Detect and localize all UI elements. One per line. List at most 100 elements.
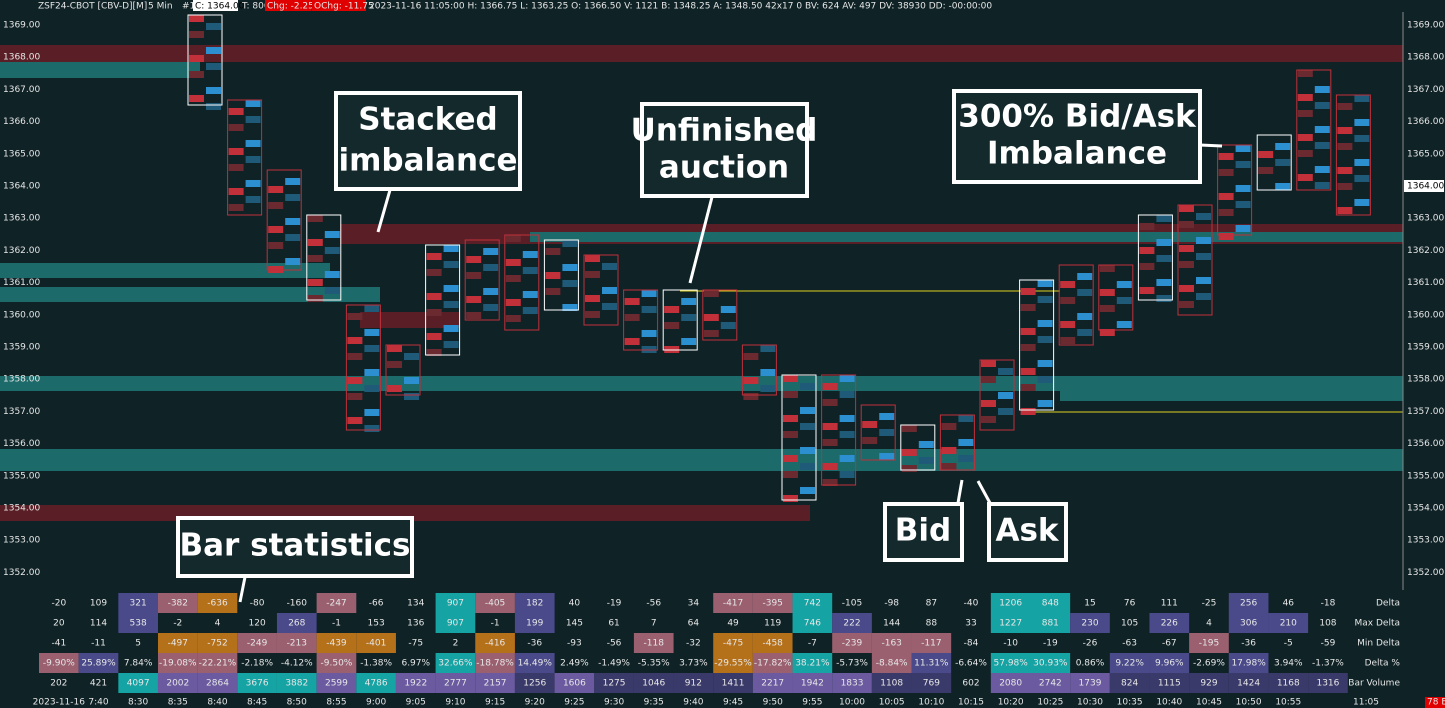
stat-cell: 1206 (999, 599, 1022, 609)
price-label: 1355.00 (3, 471, 40, 481)
stat-cell: 4097 (127, 679, 150, 689)
bid-cell (585, 271, 600, 278)
bid-cell (228, 148, 244, 155)
bid-cell (585, 255, 600, 262)
stat-cell: 134 (407, 599, 424, 609)
stat-cell: 7.84% (124, 659, 153, 669)
bid-cell (228, 108, 244, 115)
bid-cell (1179, 205, 1194, 212)
ask-cell (522, 307, 538, 314)
stat-cell: 222 (843, 619, 860, 629)
stat-cell-bg (435, 653, 476, 673)
stat-cell: -1 (491, 619, 500, 629)
ask-cell (522, 251, 538, 258)
ask-cell (1196, 253, 1211, 260)
stat-cell: -1.49% (598, 659, 630, 669)
stat-cell-bg (475, 673, 515, 693)
ask-cell (1354, 95, 1370, 102)
ask-cell (800, 423, 815, 430)
bid-cell (1297, 134, 1313, 141)
bid-cell (307, 215, 323, 222)
ask-cell (879, 413, 895, 420)
ask-cell (1116, 297, 1132, 304)
bid-cell (545, 248, 561, 255)
stat-cell-bg (752, 633, 793, 653)
callout-text: Stacked (358, 102, 497, 138)
ask-cell (998, 392, 1013, 399)
price-axis-bg (1403, 0, 1445, 708)
bar-outline (1058, 264, 1094, 346)
bar-outline (543, 239, 579, 311)
bid-cell (347, 417, 363, 424)
time-label: 10:00 (839, 698, 865, 708)
stat-cell: -20 (51, 599, 66, 609)
bid-cell (307, 239, 323, 246)
stat-cell: -80 (250, 599, 265, 609)
pointer (956, 479, 964, 504)
ask-cell (918, 457, 934, 464)
interval: 5 Min (148, 2, 173, 12)
stat-cell: -40 (964, 599, 979, 609)
stat-cell: 9.96% (1155, 659, 1184, 669)
stat-cell: 33 (965, 619, 976, 629)
stat-cell: -118 (644, 639, 665, 649)
stat-cell: -475 (723, 639, 743, 649)
zone (0, 376, 1403, 391)
stat-cell: -19 (607, 599, 622, 609)
stat-cell: 1942 (801, 679, 824, 689)
stat-cell: 1256 (523, 679, 546, 689)
stat-cell: -636 (207, 599, 228, 609)
stat-cell-bg (197, 633, 238, 653)
stat-cell: 230 (1081, 619, 1098, 629)
stat-cell-bg (237, 673, 277, 693)
pointer (376, 189, 392, 233)
ask-cell (245, 116, 261, 123)
bid-cell (307, 295, 323, 302)
symbol: ZSF24-CBOT [CBV-D][M] (38, 2, 147, 12)
stat-cell: -239 (842, 639, 863, 649)
stat-cell: -56 (607, 639, 622, 649)
bar-outline (306, 214, 342, 301)
callout-text: Unfinished (631, 113, 818, 149)
stat-cell: 61 (608, 619, 619, 629)
stat-cell: 3882 (285, 679, 308, 689)
stat-cell: 1833 (841, 679, 864, 689)
ask-cell (483, 304, 499, 311)
ask-cell (681, 338, 697, 345)
stat-cell: -752 (207, 639, 227, 649)
zone (0, 45, 1403, 62)
ask-cell (1314, 102, 1330, 109)
callout (640, 102, 809, 198)
stat-cell: 88 (926, 619, 938, 629)
stat-cell-bg (276, 613, 317, 633)
bid-cell (466, 256, 482, 263)
pointer (976, 480, 992, 504)
bid-cell (505, 315, 521, 322)
ask-cell (522, 291, 538, 298)
bar-outline (900, 424, 936, 471)
bar-outline (583, 254, 619, 326)
bid-cell (981, 376, 996, 383)
stat-cell: -63 (1122, 639, 1137, 649)
price-label: 1368.00 (3, 53, 40, 63)
stat-cell: 114 (90, 619, 107, 629)
ask-cell (1037, 376, 1053, 383)
stat-cell-bg (197, 653, 238, 673)
stat-cell: 153 (368, 619, 385, 629)
bid-cell (703, 290, 719, 297)
time-label: 8:45 (247, 698, 267, 708)
stat-cell: -195 (1199, 639, 1219, 649)
stat-cell-bg (792, 613, 833, 633)
bid-cell (1020, 344, 1036, 351)
status-bg (1425, 697, 1445, 708)
bid-cell (1337, 207, 1353, 214)
ask-cell (800, 407, 815, 414)
chart-id: #1 (182, 2, 195, 12)
zone (0, 287, 380, 302)
stat-cell: -19.08% (159, 659, 197, 669)
bid-cell (1179, 261, 1194, 268)
bid-cell (189, 15, 204, 22)
stat-cell-bg (118, 593, 158, 613)
ask-cell (1196, 213, 1211, 220)
